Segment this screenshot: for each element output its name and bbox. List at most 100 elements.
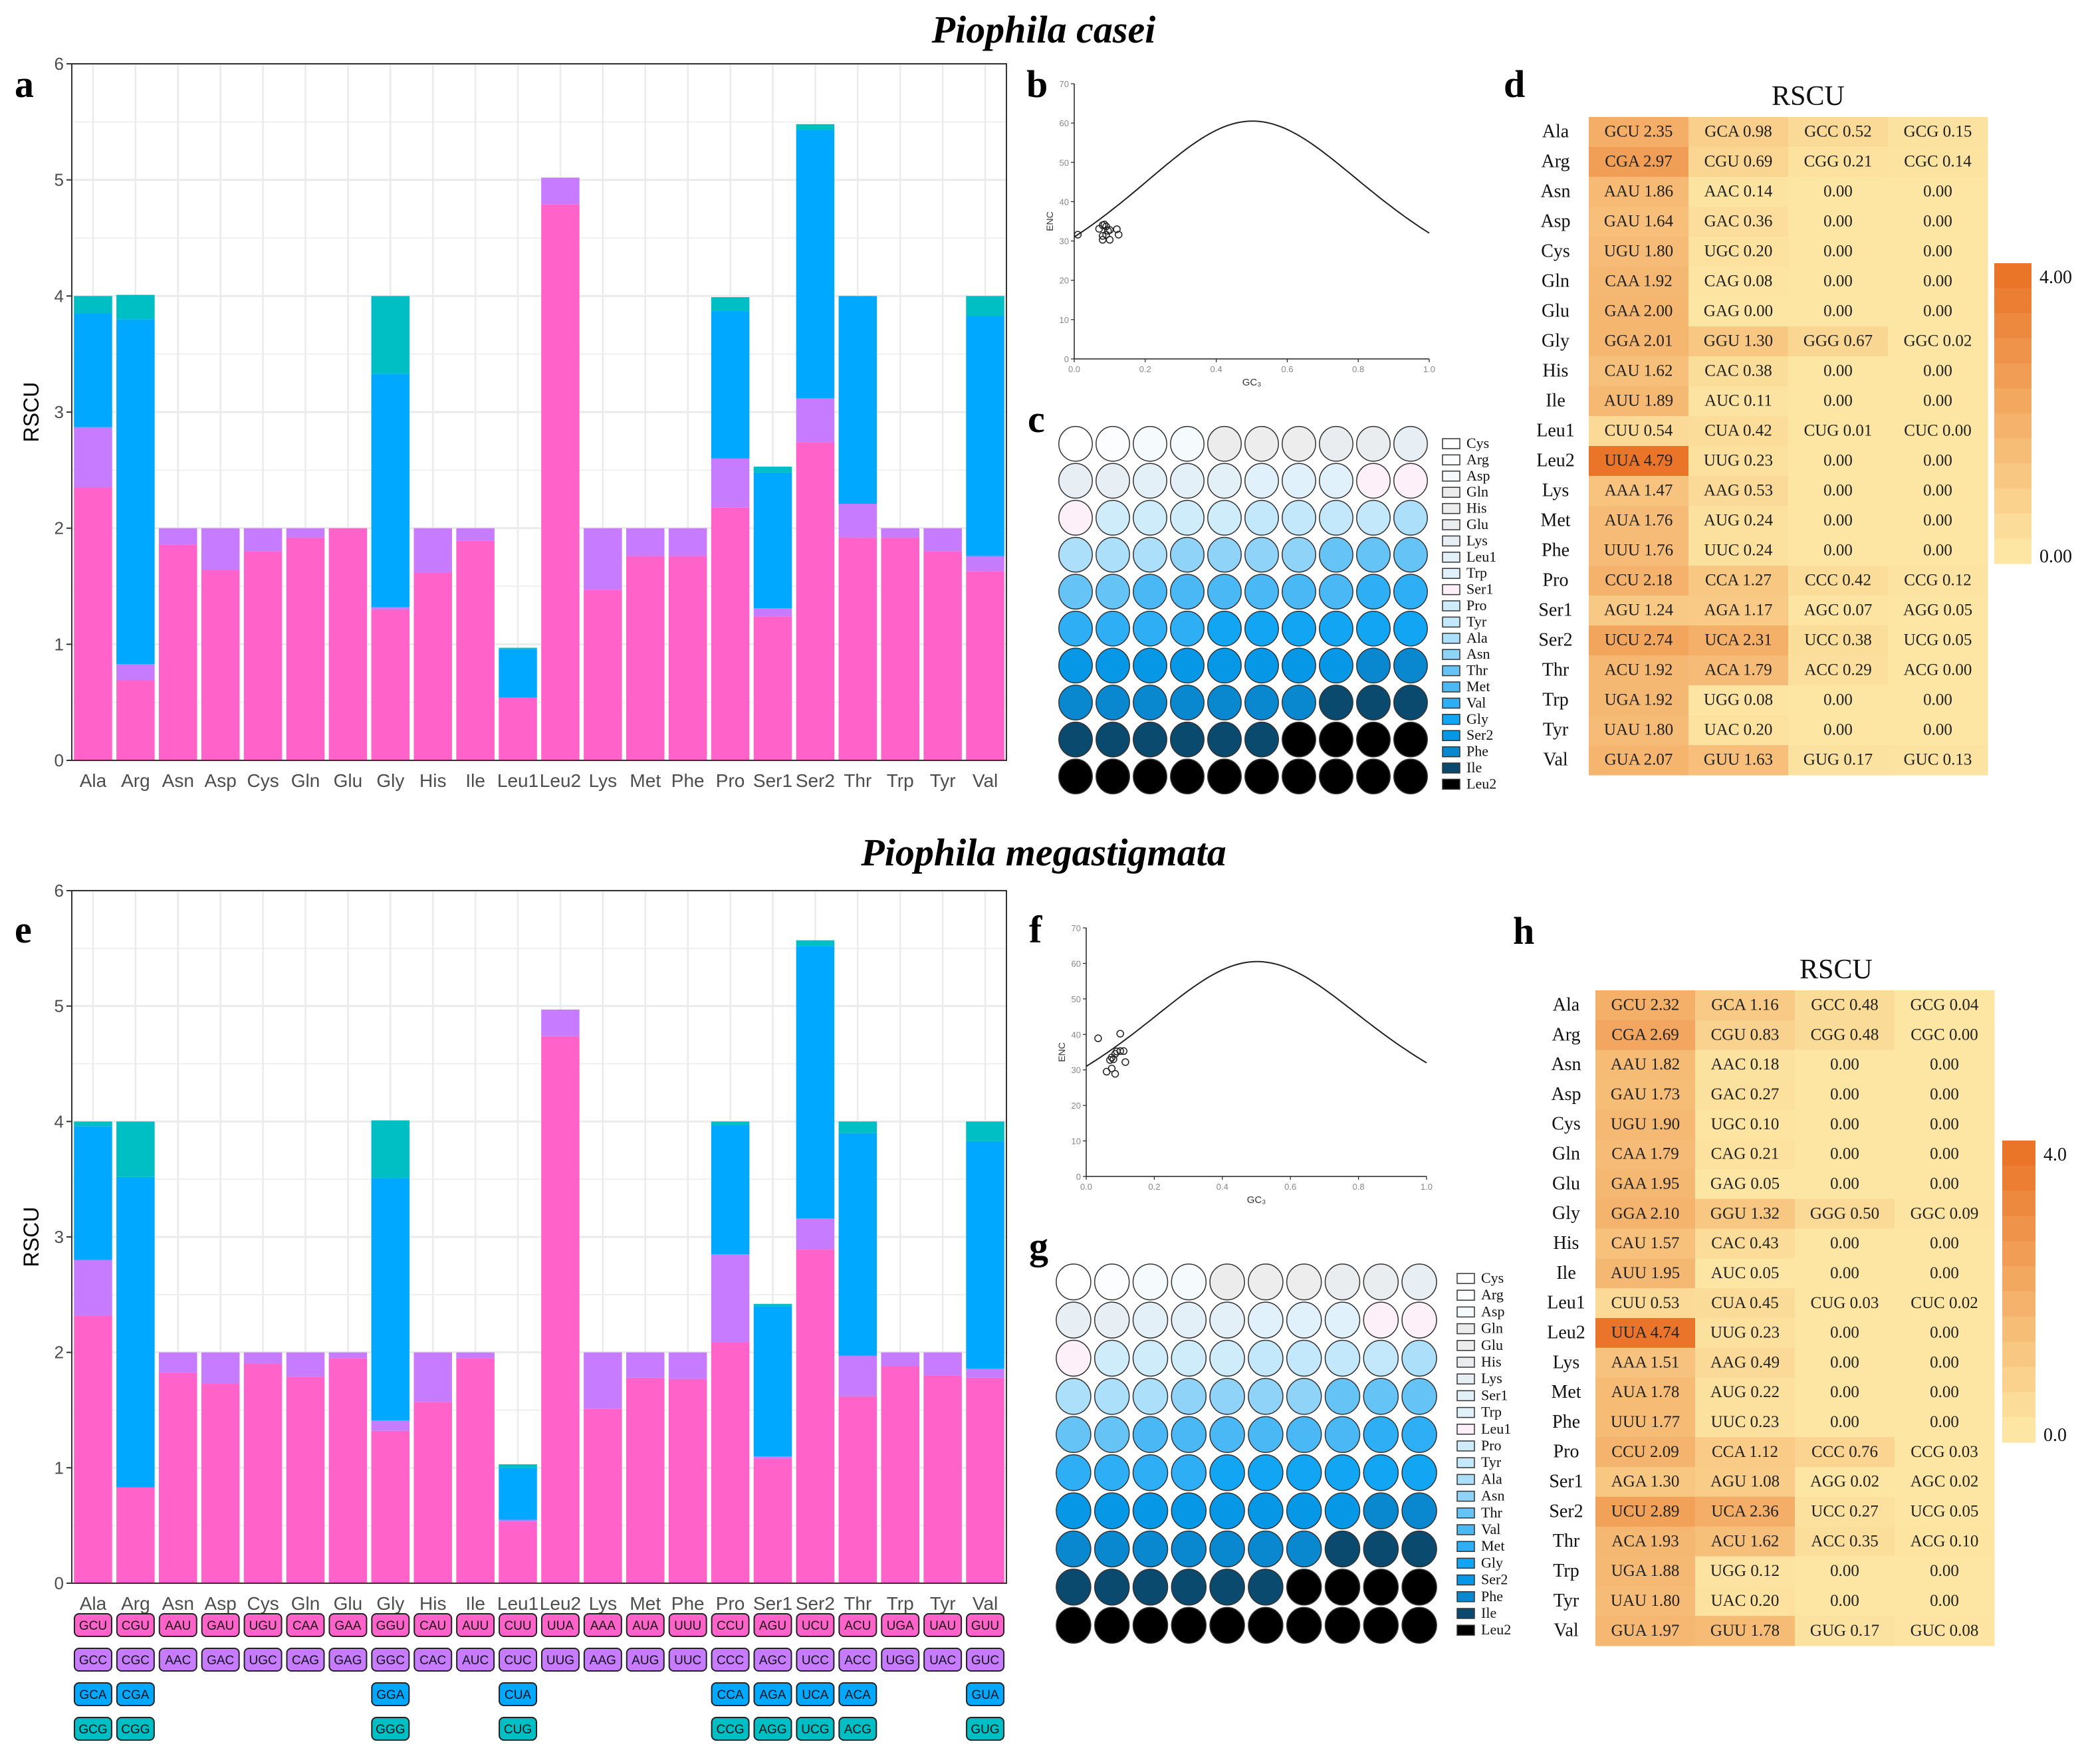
waffle-circle — [1170, 574, 1205, 610]
expected-enc-curve — [1086, 960, 1427, 1067]
codon-box-bg — [838, 1717, 877, 1741]
waffle-circle — [1286, 1301, 1322, 1339]
heatmap-cell-label: 0.00 — [1830, 1353, 1859, 1371]
heatmap-cell — [1595, 1258, 1696, 1289]
waffle-circle — [1244, 463, 1279, 499]
heatmap-cell-label: UUG 0.23 — [1710, 1324, 1780, 1342]
heatmap-cell — [1688, 416, 1789, 447]
colorbar-step — [1994, 288, 2031, 314]
waffle-circle — [1132, 1569, 1169, 1606]
codon-box-label: ACA — [845, 1688, 871, 1702]
heatmap-cell — [1795, 1079, 1895, 1110]
codon-box-bg — [966, 1717, 1005, 1741]
codon-box-label: CAU — [419, 1619, 446, 1633]
row-label-Asp: Asp — [1551, 1084, 1581, 1105]
waffle-circle — [1170, 463, 1205, 499]
y-tick-label: 2 — [55, 1343, 64, 1363]
bar-segment-Cys-codon2 — [243, 528, 283, 552]
codon-box-bg — [753, 1717, 792, 1741]
waffle-circle — [1133, 536, 1167, 573]
bar-segment-Met-codon1 — [626, 556, 665, 760]
heatmap-cell — [1795, 1347, 1895, 1378]
heatmap-cell-label: 0.00 — [1823, 691, 1853, 709]
rscu-heatmap-h: RSCU Ala GCU 2.32 GCA 1.16 GCC 0.48 GCG 0.04 A… — [1547, 954, 2067, 1646]
heatmap-cell-label: 0.00 — [1830, 1324, 1859, 1342]
heatmap-cell — [1795, 1020, 1895, 1051]
codon-box-label: CGU — [122, 1619, 150, 1633]
legend-swatch-Ser2 — [1456, 1574, 1475, 1586]
codon-box-bg — [838, 1613, 877, 1637]
waffle-circle — [1363, 1416, 1399, 1454]
codon-box-bg — [966, 1682, 1005, 1706]
y-tick-label: 60 — [1060, 118, 1069, 128]
waffle-circle — [1244, 758, 1279, 795]
heatmap-cell-label: GCG 0.15 — [1904, 123, 1972, 141]
waffle-circle — [1171, 1569, 1207, 1606]
waffle-circle — [1282, 610, 1316, 647]
heatmap-cell — [1688, 326, 1789, 357]
codon-box-bg — [201, 1648, 240, 1672]
legend-swatch-Gly — [1456, 1557, 1475, 1569]
waffle-circle — [1248, 1606, 1284, 1644]
waffle-circle — [1171, 1301, 1207, 1339]
legend-swatch-Asp — [1442, 471, 1460, 482]
row-label-Gln: Gln — [1542, 271, 1569, 292]
codon-box: GCU — [73, 1613, 112, 1637]
heatmap-cell — [1788, 177, 1889, 207]
codon-box: UAU — [923, 1613, 963, 1637]
heatmap-cell — [1695, 1407, 1796, 1438]
heatmap-cell — [1788, 476, 1889, 506]
heatmap-cell — [1695, 1049, 1796, 1080]
waffle-circle — [1324, 1378, 1361, 1415]
heatmap-cell-label: 0.00 — [1923, 302, 1952, 320]
waffle-circle — [1282, 685, 1316, 720]
row-label-Ser2: Ser2 — [1538, 630, 1572, 651]
heatmap-cell-label: CCC 0.42 — [1805, 572, 1871, 590]
x-tick-label: 0.2 — [1139, 364, 1151, 374]
codon-box: UAC — [923, 1648, 963, 1672]
legend-swatch-Ile — [1442, 762, 1460, 774]
waffle-circle — [1058, 536, 1093, 573]
heatmap-cell — [1589, 237, 1689, 267]
codon-box-bg — [73, 1717, 112, 1741]
waffle-circle — [1058, 425, 1093, 462]
waffle-circle — [1209, 1492, 1245, 1529]
heatmap-cell-label: CAG 0.21 — [1711, 1145, 1780, 1163]
heatmap-cell-label: UCC 0.27 — [1811, 1502, 1878, 1520]
codon-box: AAA — [583, 1613, 622, 1637]
row-label-Met: Met — [1551, 1382, 1581, 1402]
codon-box-bg — [881, 1648, 920, 1672]
waffle-circle — [1356, 647, 1391, 684]
heatmap-cell-label: CUG 0.03 — [1811, 1294, 1879, 1312]
waffle-circle — [1132, 1454, 1169, 1491]
waffle-chart-g: CysArgAspGlnGluHisLysSer1TrpLeu1ProTyrAl… — [1056, 1263, 1511, 1644]
heatmap-cell-label: UCU 2.89 — [1611, 1502, 1680, 1520]
waffle-circle — [1324, 1263, 1361, 1301]
codon-box-label: GAG — [334, 1654, 362, 1668]
waffle-circle — [1363, 1301, 1399, 1339]
heatmap-cell — [1695, 1168, 1796, 1200]
heatmap-cell-label: CCU 2.09 — [1611, 1443, 1679, 1461]
colorbar-step — [2002, 1417, 2035, 1443]
heatmap-cell — [1888, 536, 1988, 566]
heatmap-cell — [1595, 1168, 1696, 1200]
waffle-circle — [1171, 1454, 1207, 1491]
row-label-Arg: Arg — [1541, 152, 1569, 172]
codon-box: ACA — [838, 1682, 877, 1706]
row-label-Leu2: Leu2 — [1547, 1322, 1585, 1343]
bar-segment-Gly-codon1 — [371, 609, 410, 760]
bar-segment-Arg-codon1 — [116, 680, 155, 760]
bar-segment-Asn-codon1 — [159, 544, 197, 760]
bar-segment-Ala-codon1 — [74, 487, 112, 760]
row-label-Phe: Phe — [1552, 1412, 1580, 1432]
codon-box: CGG — [116, 1717, 155, 1741]
heatmap-cell-label: 0.00 — [1823, 452, 1853, 470]
heatmap-cell-label: 0.00 — [1823, 183, 1853, 201]
waffle-circle — [1356, 574, 1391, 610]
codon-box-label: CCU — [717, 1619, 744, 1633]
codon-box: UGC — [243, 1648, 283, 1672]
bar-segment-Phe-codon2 — [668, 528, 707, 556]
bar-chart-e: Ala Arg Asn Asp Cys Gln Glu Gly His Ile Leu1 Leu2 Ly… — [19, 881, 1007, 1741]
heatmap-cell — [1795, 1437, 1895, 1468]
heatmap-cell-label: CCU 2.18 — [1605, 572, 1672, 590]
